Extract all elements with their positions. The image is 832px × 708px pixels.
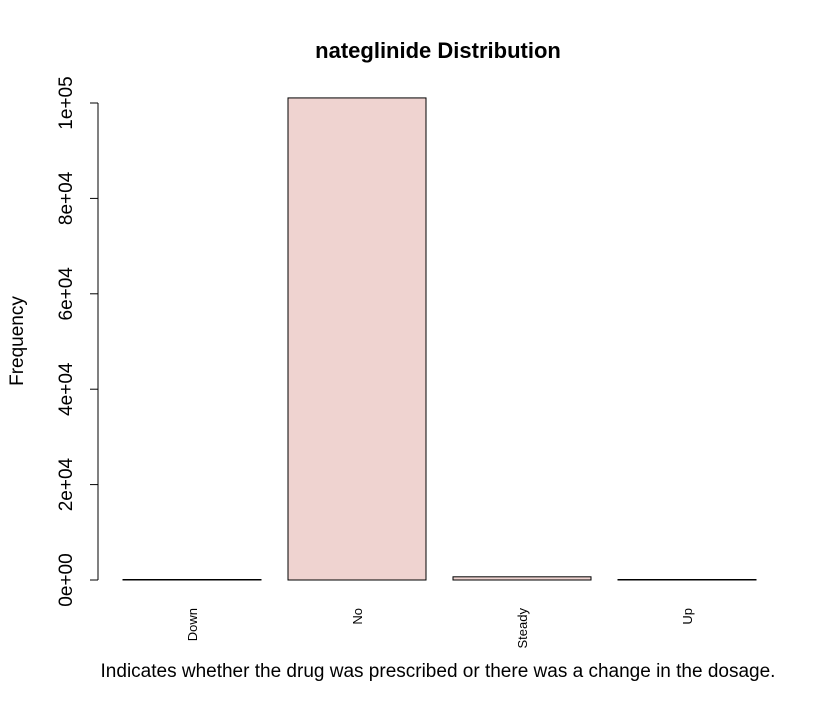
y-tick-label: 6e+04	[56, 267, 77, 321]
y-tick-label: 2e+04	[56, 457, 77, 511]
x-tick-label: No	[350, 608, 365, 625]
x-tick-label: Up	[680, 608, 695, 625]
y-tick-label: 8e+04	[56, 171, 77, 225]
y-tick-label: 4e+04	[56, 362, 77, 416]
bar-down	[122, 579, 262, 581]
x-axis-label: Indicates whether the drug was prescribe…	[101, 661, 776, 682]
bar-steady	[452, 576, 592, 581]
chart-title: nateglinide Distribution	[315, 38, 561, 63]
bar-no	[287, 97, 427, 581]
bars	[122, 97, 757, 581]
x-tick-label: Steady	[515, 608, 530, 649]
y-axis: 0e+00 2e+04 4e+04 6e+04 8e+04 1e+05	[56, 76, 99, 607]
bar-up	[617, 579, 757, 581]
x-axis-tick-labels: Down No Steady Up	[185, 608, 695, 649]
x-tick-label: Down	[185, 608, 200, 641]
y-tick-label: 1e+05	[56, 76, 77, 129]
y-axis-label: Frequency	[7, 296, 28, 386]
y-tick-label: 0e+00	[56, 553, 77, 606]
